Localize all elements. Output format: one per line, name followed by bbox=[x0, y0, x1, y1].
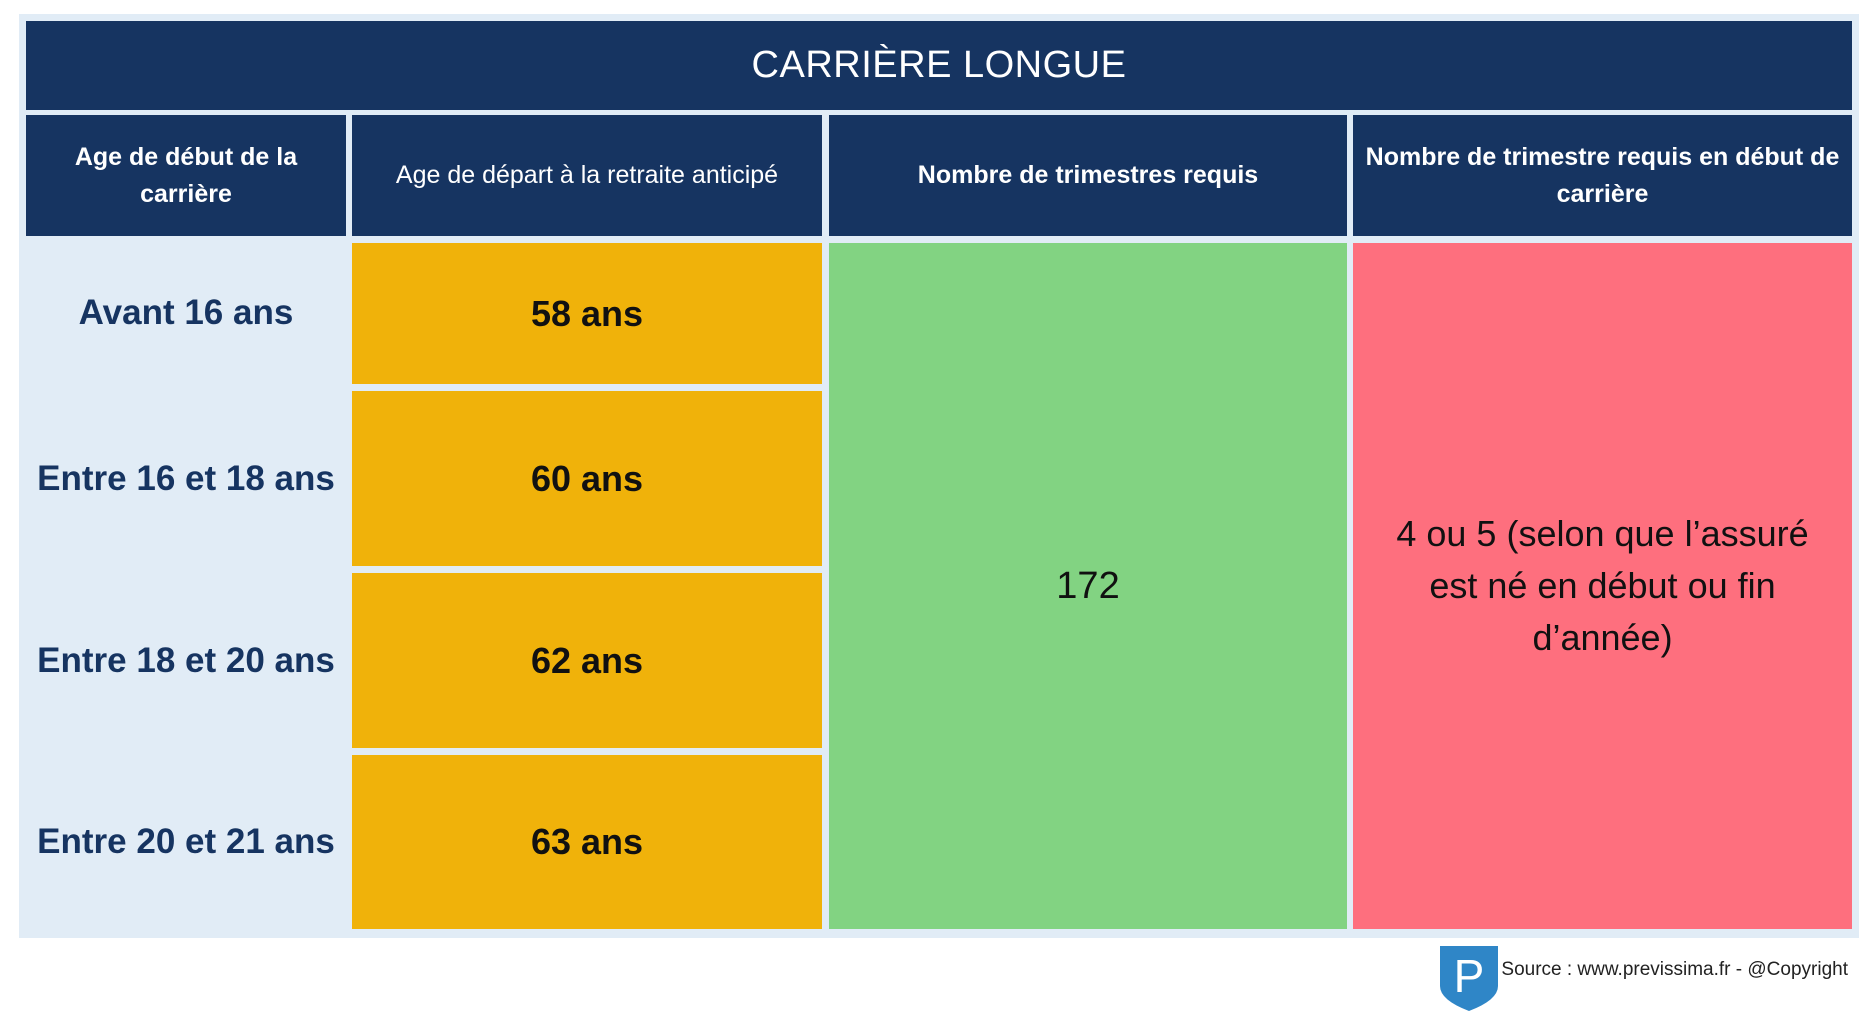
required-quarters-cell: 172 bbox=[829, 243, 1347, 929]
row-label: Entre 16 et 18 ans bbox=[37, 458, 335, 498]
header-retirement-age: Age de départ à la retraite anticipé bbox=[352, 115, 822, 236]
table-title: CARRIÈRE LONGUE bbox=[26, 21, 1852, 110]
retirement-age-cell: 63 ans bbox=[352, 755, 822, 929]
header-early-quarters: Nombre de trimestre requis en début de c… bbox=[1353, 115, 1852, 236]
retirement-age-cell: 58 ans bbox=[352, 243, 822, 384]
header-start-age: Age de début de la carrière bbox=[26, 115, 346, 236]
previssima-logo-icon: P bbox=[1440, 946, 1498, 1011]
retirement-age-cell: 60 ans bbox=[352, 391, 822, 566]
row-label: Entre 20 et 21 ans bbox=[37, 822, 335, 861]
source-credit: Source : www.previssima.fr - @Copyright bbox=[1501, 959, 1848, 980]
row-label: Entre 18 et 20 ans bbox=[37, 640, 335, 680]
row-label: Avant 16 ans bbox=[78, 292, 294, 332]
header-required-quarters: Nombre de trimestres requis bbox=[829, 115, 1347, 236]
logo-letter: P bbox=[1454, 950, 1485, 1002]
retirement-age-cell: 62 ans bbox=[352, 573, 822, 748]
early-quarters-cell: 4 ou 5 (selon que l’assuré est né en déb… bbox=[1353, 243, 1852, 929]
